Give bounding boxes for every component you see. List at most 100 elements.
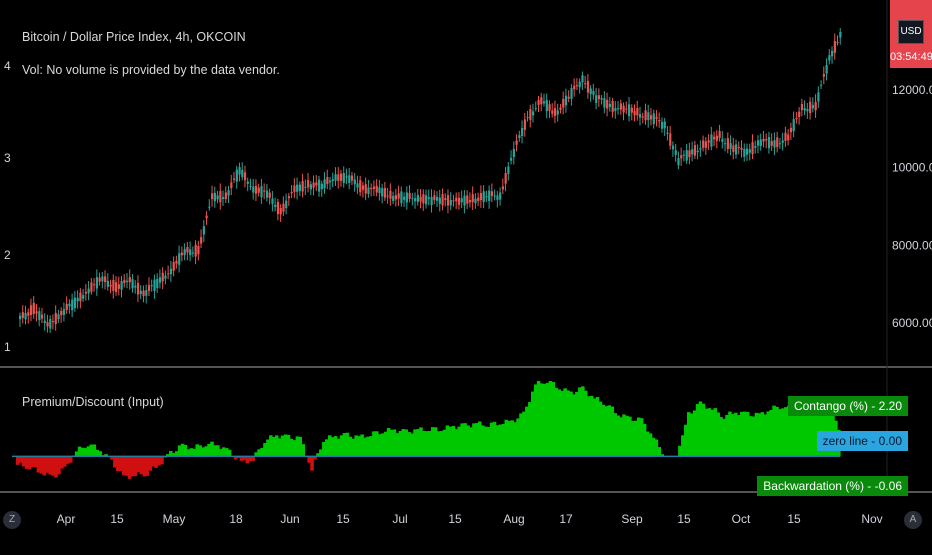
candle-body [340,174,342,181]
candle-body [620,103,622,109]
candle-body [82,295,84,299]
candle-body [708,140,710,142]
candle-body [828,55,830,60]
currency-button[interactable]: USD [898,20,924,44]
candle-body [516,141,518,145]
candle-body [420,197,422,202]
timezone-button[interactable]: Z [3,511,21,529]
candle-body [823,74,825,77]
candle-body [398,193,400,198]
candle-body [710,135,712,147]
candle-body [30,305,32,315]
candle-body [798,112,800,117]
candle-body [274,205,276,207]
candle-body [677,158,679,165]
candle-body [389,191,391,199]
candle-body [724,143,726,144]
countdown-badge: 03:54:49 [890,46,932,68]
candle-body [123,280,125,283]
candle-body [332,179,334,181]
left-scale-label: 4 [4,59,11,73]
candle-body [494,196,496,197]
candle-body [790,128,792,132]
candle-body [639,114,641,118]
candle-body [812,105,814,108]
candle-body [634,111,636,115]
candle-body [181,253,183,256]
candle-body [644,110,646,120]
candle-body [776,137,778,147]
candle-body [110,285,112,287]
candle-body [35,311,37,313]
candle-body [345,176,347,177]
candle-body [826,65,828,74]
candle-body [356,183,358,187]
candle-body [362,186,364,190]
candle-body [784,133,786,141]
candle-body [521,128,523,136]
candle-body [820,85,822,86]
candle-body [104,276,106,282]
premium-bar [301,444,305,456]
candle-body [414,198,416,201]
candle-body [795,118,797,119]
time-tick-label: 15 [787,512,801,526]
candle-body [96,277,98,288]
candle-body [510,158,512,161]
candle-body [452,200,454,201]
candle-body [227,190,229,195]
candle-body [225,192,227,199]
candle-body [351,176,353,181]
candle-body [208,207,210,208]
candle-body [44,321,46,323]
candle-body [304,187,306,188]
candle-body [112,280,114,291]
candle-body [469,200,471,202]
candle-body [63,309,65,315]
candle-body [463,196,465,206]
time-tick-label: 18 [229,512,243,526]
candle-body [55,313,57,324]
candle-body [222,197,224,199]
candle-body [170,269,172,274]
left-scale-label: 2 [4,248,11,262]
candle-body [664,122,666,129]
candle-body [817,92,819,101]
candle-body [302,181,304,192]
candle-body [754,146,756,148]
candle-body [730,143,732,149]
candle-body [378,187,380,193]
candle-body [450,200,452,205]
backwardation-badge: Backwardation (%) - -0.06 [757,476,908,496]
candle-body [27,312,29,316]
candle-body [702,141,704,148]
candle-body [329,181,331,183]
candle-body [623,106,625,113]
candle-body [488,190,490,201]
candle-body [411,198,413,199]
candle-body [219,191,221,202]
candle-body [71,300,73,310]
candle-body [189,249,191,255]
candle-body [697,151,699,153]
candle-body [101,276,103,281]
candle-body [650,115,652,119]
candle-body [562,99,564,108]
candle-body [485,196,487,197]
candle-body [628,104,630,116]
candle-body [598,95,600,99]
left-scale-label: 3 [4,151,11,165]
auto-scale-button[interactable]: A [904,511,922,529]
candle-body [384,188,386,198]
candle-body [214,193,216,201]
candle-body [601,98,603,100]
candle-body [403,197,405,200]
candle-body [367,187,369,193]
candle-body [129,277,131,282]
candle-body [592,91,594,95]
candle-body [570,88,572,99]
candle-body [115,282,117,292]
candle-body [148,285,150,291]
